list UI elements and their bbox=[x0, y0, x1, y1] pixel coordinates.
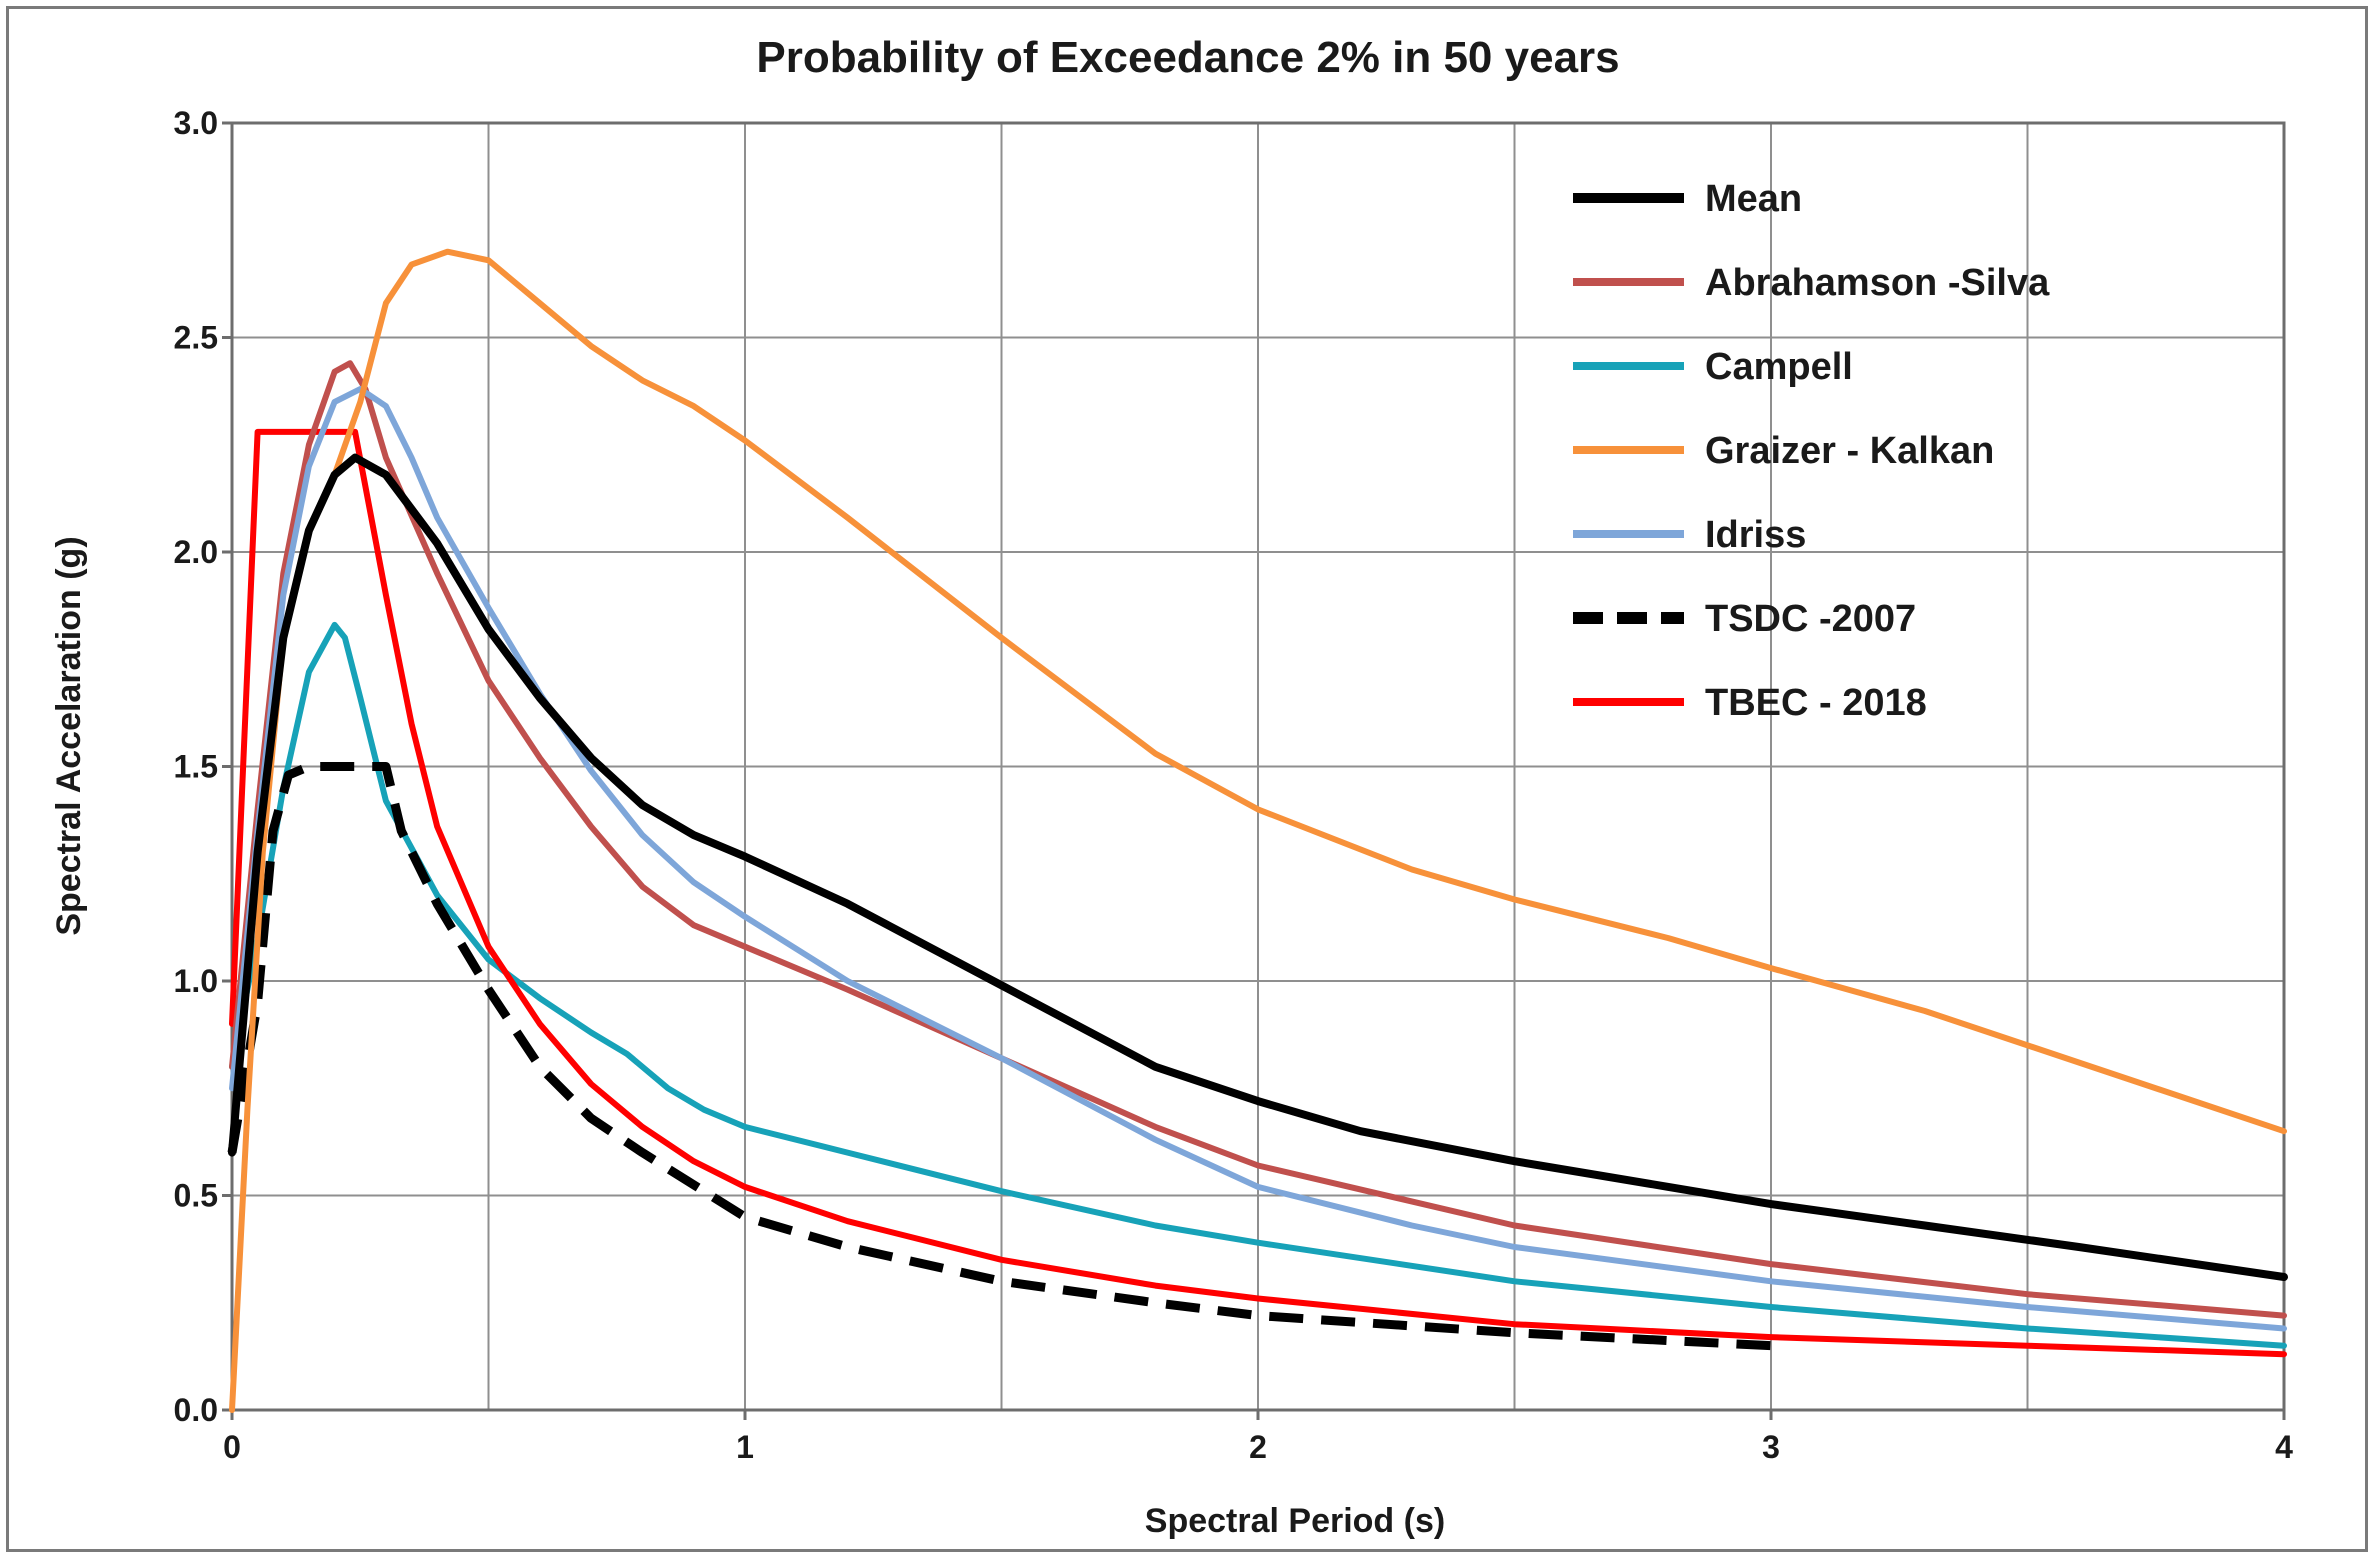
y-tick-label: 0.5 bbox=[174, 1178, 218, 1214]
series-lines bbox=[227, 248, 2288, 1413]
y-axis-ticks: 0.0 0.5 1.0 1.5 2.0 2.5 3.0 bbox=[174, 105, 232, 1428]
grid-lines bbox=[232, 123, 2284, 1410]
y-tick-label: 3.0 bbox=[174, 105, 218, 141]
x-tick-label: 4 bbox=[2275, 1429, 2293, 1465]
legend-label-graizer-kalkan: Graizer - Kalkan bbox=[1705, 430, 1994, 472]
x-tick-label: 1 bbox=[736, 1429, 754, 1465]
series-line-mean bbox=[228, 453, 2288, 1281]
y-tick-label: 0.0 bbox=[174, 1392, 218, 1428]
legend-label-tsdc-2007: TSDC -2007 bbox=[1705, 598, 1916, 640]
series-line-idriss bbox=[229, 386, 2287, 1332]
y-tick-label: 1.0 bbox=[174, 963, 218, 999]
x-axis-ticks: 0 1 2 3 4 bbox=[223, 1410, 2293, 1465]
x-tick-label: 2 bbox=[1249, 1429, 1267, 1465]
x-tick-label: 3 bbox=[1762, 1429, 1780, 1465]
series-line-tsdc-2007 bbox=[227, 762, 1772, 1351]
legend-label-tbec-2018: TBEC - 2018 bbox=[1705, 682, 1927, 724]
y-tick-label: 2.0 bbox=[174, 534, 218, 570]
series-line-campell bbox=[229, 621, 2287, 1349]
y-tick-label: 1.5 bbox=[174, 749, 218, 785]
legend-label-idriss: Idriss bbox=[1705, 514, 1806, 556]
y-axis-label: Spectral Accelaration (g) bbox=[50, 536, 88, 935]
series-line-abrahamson-silva bbox=[229, 360, 2287, 1319]
legend-label-campell: Campell bbox=[1705, 346, 1853, 388]
legend-label-abrahamson-silva: Abrahamson -Silva bbox=[1705, 262, 2050, 304]
x-axis-label: Spectral Period (s) bbox=[1145, 1502, 1445, 1540]
chart-title: Probability of Exceedance 2% in 50 years bbox=[756, 33, 1619, 82]
legend-label-mean: Mean bbox=[1705, 178, 1802, 220]
chart-frame bbox=[6, 6, 2368, 1552]
x-tick-label: 0 bbox=[223, 1429, 241, 1465]
series-line-tbec-2018 bbox=[229, 428, 2287, 1358]
y-tick-label: 2.5 bbox=[174, 320, 218, 356]
legend: Mean Abrahamson -Silva Campell Graizer - Ka… bbox=[1573, 178, 2050, 724]
